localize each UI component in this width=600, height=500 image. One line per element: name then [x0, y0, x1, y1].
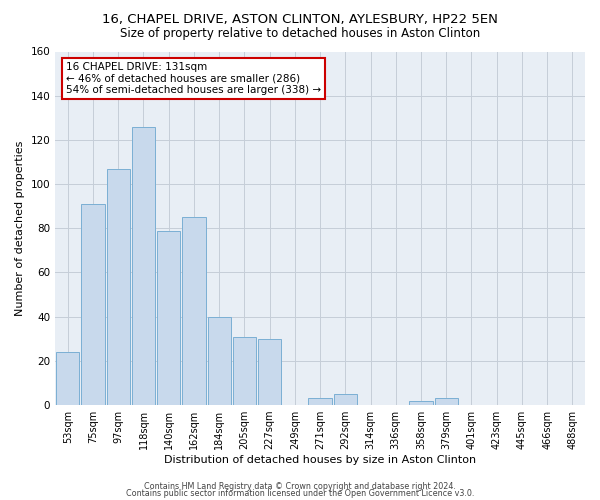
Bar — [157, 230, 181, 405]
Bar — [334, 394, 357, 405]
Bar — [208, 316, 231, 405]
X-axis label: Distribution of detached houses by size in Aston Clinton: Distribution of detached houses by size … — [164, 455, 476, 465]
Bar — [233, 336, 256, 405]
Bar — [308, 398, 332, 405]
Bar — [56, 352, 79, 405]
Bar — [107, 168, 130, 405]
Text: Size of property relative to detached houses in Aston Clinton: Size of property relative to detached ho… — [120, 28, 480, 40]
Bar — [434, 398, 458, 405]
Text: 16 CHAPEL DRIVE: 131sqm
← 46% of detached houses are smaller (286)
54% of semi-d: 16 CHAPEL DRIVE: 131sqm ← 46% of detache… — [66, 62, 321, 96]
Bar — [258, 339, 281, 405]
Bar — [132, 126, 155, 405]
Y-axis label: Number of detached properties: Number of detached properties — [15, 140, 25, 316]
Bar — [409, 400, 433, 405]
Bar — [82, 204, 104, 405]
Text: Contains public sector information licensed under the Open Government Licence v3: Contains public sector information licen… — [126, 490, 474, 498]
Text: Contains HM Land Registry data © Crown copyright and database right 2024.: Contains HM Land Registry data © Crown c… — [144, 482, 456, 491]
Bar — [182, 217, 206, 405]
Text: 16, CHAPEL DRIVE, ASTON CLINTON, AYLESBURY, HP22 5EN: 16, CHAPEL DRIVE, ASTON CLINTON, AYLESBU… — [102, 12, 498, 26]
